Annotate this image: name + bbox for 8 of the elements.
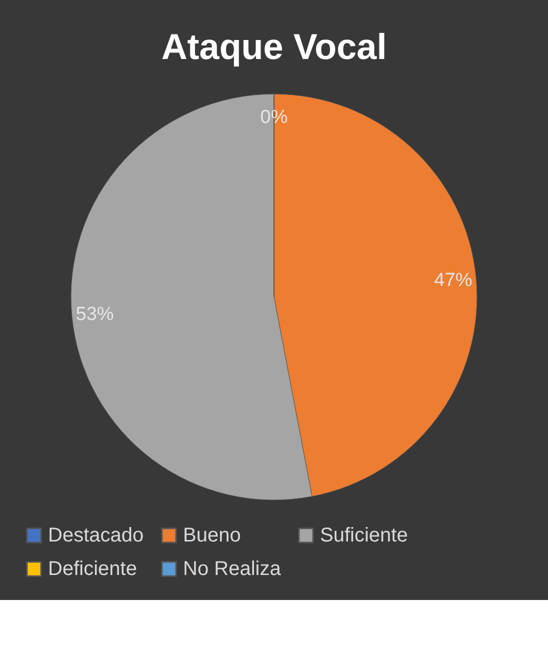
chart-title: Ataque Vocal — [161, 26, 387, 67]
legend-label: Destacado — [48, 524, 144, 546]
legend-label: Bueno — [183, 524, 241, 546]
legend-label: Deficiente — [48, 558, 137, 580]
data-label: 47% — [434, 270, 472, 292]
data-label: 53% — [76, 304, 114, 325]
legend-label: Suficiente — [320, 524, 408, 546]
legend-label: No Realiza — [183, 558, 282, 580]
